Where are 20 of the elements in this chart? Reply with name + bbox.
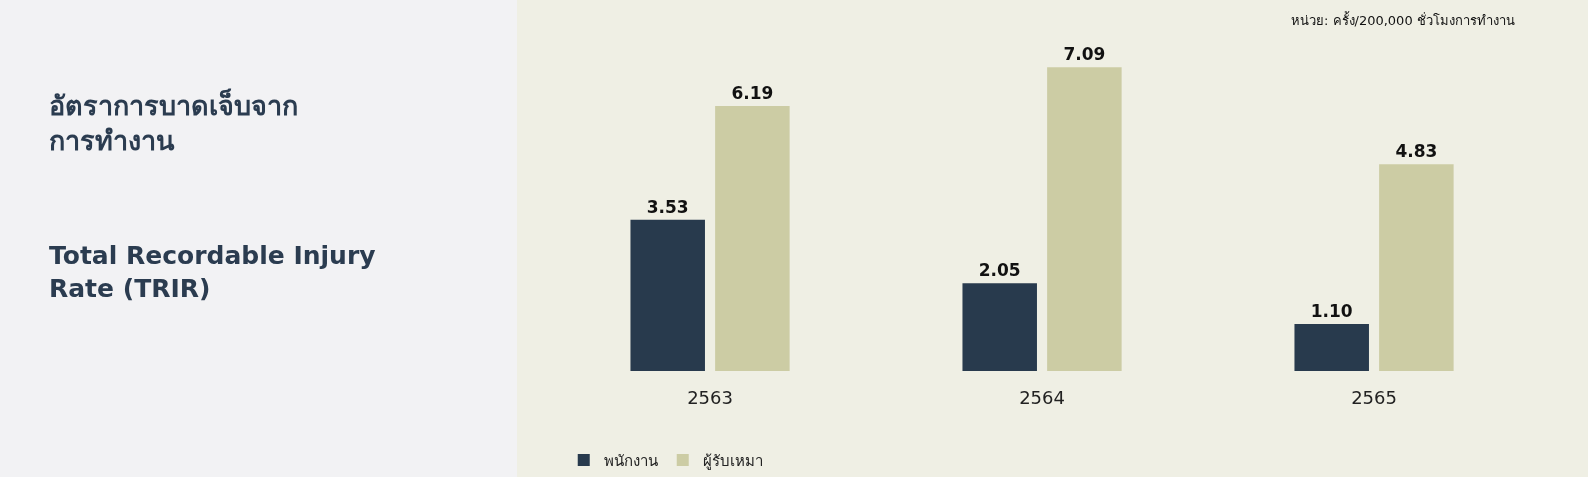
bar	[1047, 67, 1122, 371]
legend-label: พนักงาน	[603, 451, 658, 470]
bar	[1379, 164, 1454, 371]
bar	[715, 105, 790, 371]
x-tick-label: 2564	[1019, 387, 1065, 408]
bar	[962, 283, 1037, 371]
text: หน่วย: ครั้ง/200,000 ชั่วโมงการทำงาน	[1291, 11, 1515, 28]
bar	[630, 219, 705, 371]
data-label: 4.83	[1395, 141, 1438, 162]
legend-label: ผู้รับเหมา	[702, 451, 763, 470]
x-tick-label: 2563	[687, 387, 733, 408]
data-label: 2.05	[978, 260, 1021, 281]
data-label: 3.53	[646, 196, 689, 217]
data-label: 7.09	[1063, 44, 1106, 65]
bar	[1294, 323, 1369, 371]
data-label: 1.10	[1310, 300, 1353, 321]
text: อัตราการบาดเจ็บจาก การทำงาน	[49, 88, 298, 157]
data-label: 6.19	[731, 82, 774, 103]
text: Total Recordable Injury Rate (TRIR)	[49, 241, 376, 303]
x-tick-label: 2565	[1351, 387, 1397, 408]
